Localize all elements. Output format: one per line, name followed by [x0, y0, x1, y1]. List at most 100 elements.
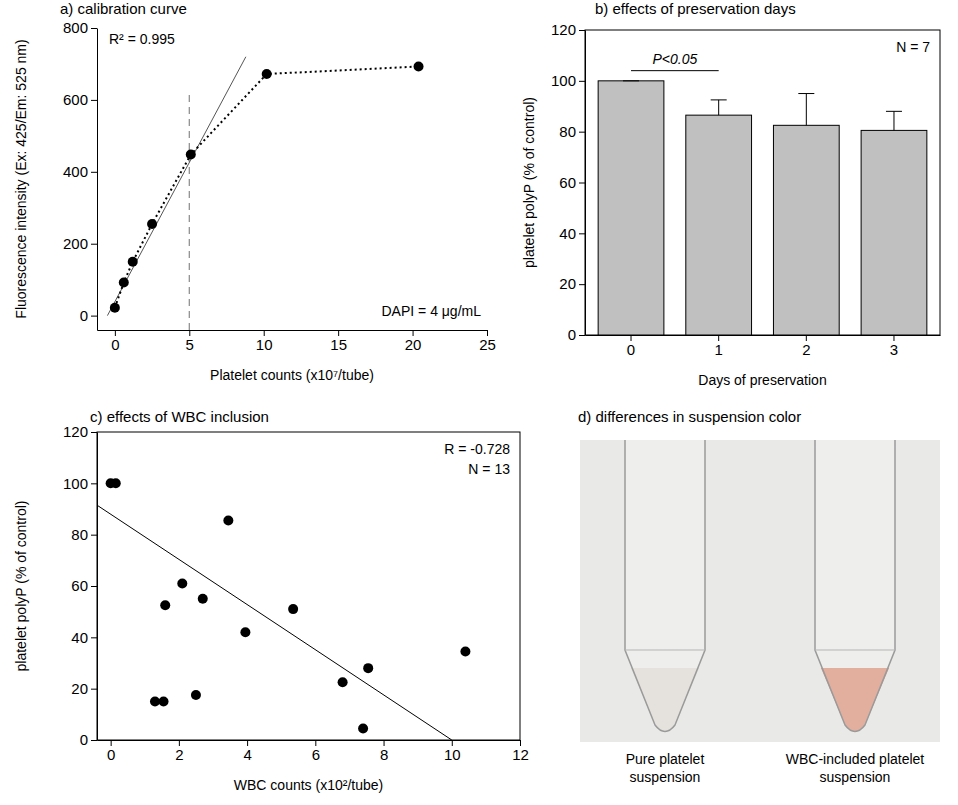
tick: 4	[243, 740, 251, 763]
tick: 120	[551, 21, 585, 38]
tick-label: 3	[890, 341, 898, 358]
tick-label: 40	[559, 225, 576, 242]
point	[159, 697, 169, 707]
error-cap	[711, 99, 727, 100]
tick: 6	[312, 740, 320, 763]
tick-label: 0	[627, 341, 635, 358]
axis-title: Fluorescence intensity (Ex: 425/Em: 525 …	[13, 39, 29, 318]
panel: 024681012020406080100120c) effects of WB…	[13, 408, 529, 793]
bar	[686, 115, 752, 335]
tick-mark	[91, 740, 97, 741]
tick-mark	[91, 586, 97, 587]
tick-label: 0	[568, 326, 576, 343]
tick-label: 2	[802, 341, 810, 358]
bar	[861, 130, 927, 335]
annotation: DAPI = 4 μg/mL	[382, 303, 482, 319]
tick-label: 2	[175, 746, 183, 763]
tube-rim	[625, 650, 705, 651]
point	[460, 646, 470, 656]
axis: 020406080100120	[551, 21, 586, 343]
marks	[598, 71, 927, 335]
tick-mark	[579, 335, 585, 336]
point	[150, 697, 160, 707]
tick: 5	[186, 330, 194, 353]
panel: d) differences in suspension color Pure p…	[578, 408, 940, 785]
tick: 100	[63, 475, 97, 492]
tick-mark	[91, 172, 97, 173]
point	[414, 61, 424, 71]
tick: 1	[715, 335, 723, 358]
point	[262, 69, 272, 79]
bar	[598, 81, 664, 335]
point	[223, 516, 233, 526]
panel: 0123020406080100120P<0.05N = 7b) effects…	[521, 0, 941, 388]
marks	[97, 478, 470, 740]
tick: 200	[63, 235, 97, 252]
tick: 10	[256, 330, 273, 353]
tick: 40	[559, 225, 585, 242]
data-line	[115, 66, 419, 307]
axis-title: Days of preservation	[698, 372, 826, 388]
tick-label: 4	[243, 746, 251, 763]
point	[240, 627, 250, 637]
plot-frame	[585, 30, 940, 335]
tick: 60	[559, 174, 585, 191]
tick: 400	[63, 163, 97, 180]
axis-line	[97, 29, 98, 331]
tick: 10	[444, 740, 461, 763]
axis: 0 1 2 3	[586, 335, 941, 358]
tick: 0	[107, 740, 115, 763]
panel-title: c) effects of WBC inclusion	[90, 408, 269, 425]
tick: 20	[71, 680, 97, 697]
tick: 80	[559, 123, 585, 140]
tick-label: 80	[71, 526, 88, 543]
point	[128, 257, 138, 267]
tick-mark	[91, 244, 97, 245]
tick-mark	[579, 30, 585, 31]
tick-label: 100	[63, 475, 88, 492]
annotation: N = 13	[468, 461, 510, 477]
bar	[773, 125, 839, 335]
tick-mark	[91, 637, 97, 638]
tick-label: 120	[63, 423, 88, 440]
panel: 05101520250200400600800a) calibration cu…	[13, 0, 496, 383]
tick-label: 10	[444, 746, 461, 763]
tick-mark	[91, 483, 97, 484]
tick: 20	[559, 275, 585, 292]
tick-label: 5	[186, 336, 194, 353]
tick-label: 20	[71, 680, 88, 697]
tick: 0	[627, 335, 635, 358]
tick-mark	[91, 316, 97, 317]
tick: 2	[175, 740, 183, 763]
tick: 15	[330, 330, 347, 353]
error-bar	[806, 94, 807, 126]
axis-title: Platelet counts (x10⁷/tube)	[210, 367, 374, 383]
panel-title: a) calibration curve	[60, 0, 187, 17]
axis-line	[97, 433, 98, 741]
tick-label: 120	[551, 21, 576, 38]
significance-line	[631, 70, 719, 71]
point	[119, 278, 129, 288]
tick: 0	[568, 326, 585, 343]
tick: 3	[890, 335, 898, 358]
axis-title: WBC counts (x10²/tube)	[234, 777, 383, 793]
tick-label: 80	[559, 123, 576, 140]
fit-line	[107, 57, 245, 316]
photo-label-line: WBC-included platelet	[786, 751, 925, 767]
photo-label-line: suspension	[630, 769, 701, 785]
tick-label: 0	[111, 336, 119, 353]
annotation: R² = 0.995	[109, 31, 175, 47]
tick: 120	[63, 423, 97, 440]
point	[338, 677, 348, 687]
tick: 0	[80, 307, 97, 324]
tick-label: 10	[256, 336, 273, 353]
panel-title: d) differences in suspension color	[578, 408, 801, 425]
axis-line	[586, 335, 941, 336]
tick-label: 800	[63, 19, 88, 36]
tick: 25	[479, 330, 496, 353]
photo-label: Pure plateletsuspension	[626, 751, 705, 785]
tick-label: 60	[71, 577, 88, 594]
tick: 80	[71, 526, 97, 543]
photo-label-line: suspension	[820, 769, 891, 785]
photo-label: WBC-included platelet suspension	[786, 751, 925, 785]
